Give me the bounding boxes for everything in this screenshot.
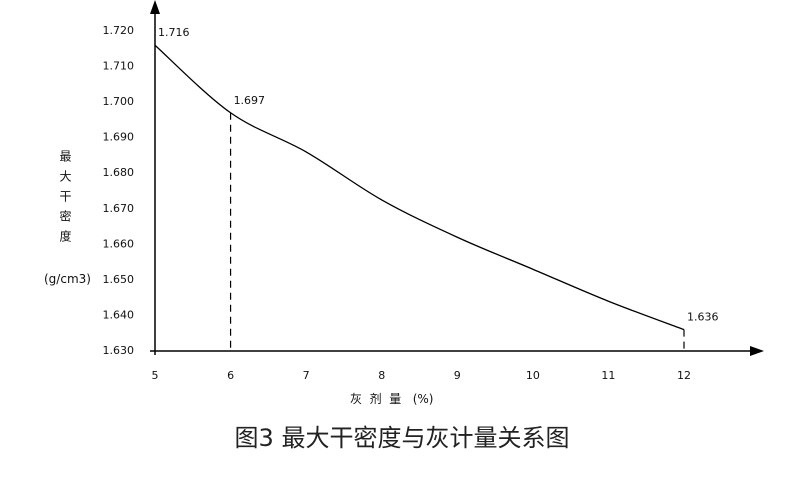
curve bbox=[154, 44, 685, 331]
y-tick-label: 1.680 bbox=[103, 166, 135, 179]
x-axis-label: 灰 剂 量 (%) bbox=[350, 392, 434, 406]
data-label: 1.636 bbox=[687, 311, 719, 324]
x-tick-label: 7 bbox=[303, 369, 310, 382]
y-axis-label: 最大干密度 bbox=[58, 150, 72, 250]
x-axis-arrow bbox=[750, 346, 764, 356]
x-tick-label: 8 bbox=[378, 369, 385, 382]
x-tick-label: 6 bbox=[227, 369, 234, 382]
y-tick-label: 1.700 bbox=[103, 95, 135, 108]
y-tick-label: 1.720 bbox=[103, 24, 135, 37]
y-tick-label: 1.660 bbox=[103, 237, 135, 250]
x-tick-label: 11 bbox=[601, 369, 615, 382]
y-tick-label: 1.630 bbox=[103, 344, 135, 357]
y-tick-label: 1.640 bbox=[103, 308, 135, 321]
data-label: 1.716 bbox=[158, 26, 190, 39]
x-tick-label: 10 bbox=[526, 369, 540, 382]
caption: 图3 最大干密度与灰计量关系图 bbox=[234, 424, 570, 452]
y-axis-unit: (g/cm3) bbox=[44, 272, 91, 286]
y-axis-arrow bbox=[150, 0, 160, 14]
y-tick-label: 1.650 bbox=[103, 273, 135, 286]
y-tick-label: 1.710 bbox=[103, 60, 135, 73]
y-tick-label: 1.690 bbox=[103, 131, 135, 144]
data-label: 1.697 bbox=[234, 94, 265, 107]
y-tick-label: 1.670 bbox=[103, 202, 135, 215]
x-tick-label: 12 bbox=[677, 369, 691, 382]
x-tick-label: 9 bbox=[454, 369, 461, 382]
x-tick-label: 5 bbox=[152, 369, 159, 382]
